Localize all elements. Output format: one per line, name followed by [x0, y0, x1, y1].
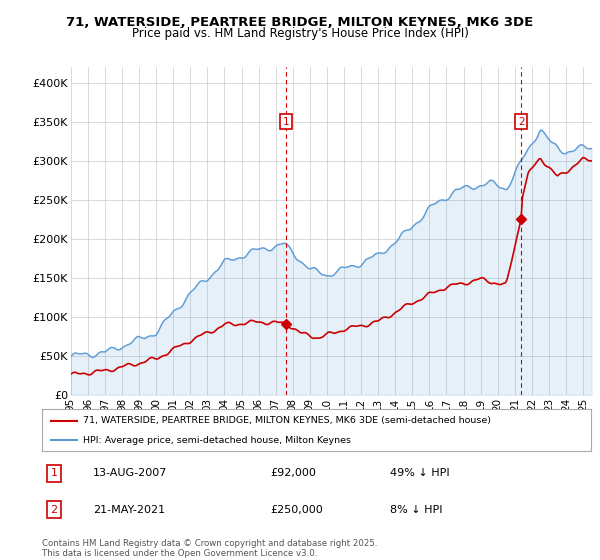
Text: 71, WATERSIDE, PEARTREE BRIDGE, MILTON KEYNES, MK6 3DE (semi-detached house): 71, WATERSIDE, PEARTREE BRIDGE, MILTON K…	[83, 416, 491, 425]
Text: 1: 1	[50, 468, 58, 478]
Text: 71, WATERSIDE, PEARTREE BRIDGE, MILTON KEYNES, MK6 3DE: 71, WATERSIDE, PEARTREE BRIDGE, MILTON K…	[67, 16, 533, 29]
Text: 8% ↓ HPI: 8% ↓ HPI	[390, 505, 443, 515]
Text: 1: 1	[283, 117, 290, 127]
Text: 13-AUG-2007: 13-AUG-2007	[93, 468, 167, 478]
Text: £92,000: £92,000	[270, 468, 316, 478]
Text: HPI: Average price, semi-detached house, Milton Keynes: HPI: Average price, semi-detached house,…	[83, 436, 351, 445]
Text: 2: 2	[50, 505, 58, 515]
Text: 49% ↓ HPI: 49% ↓ HPI	[390, 468, 449, 478]
Text: £250,000: £250,000	[270, 505, 323, 515]
Text: Contains HM Land Registry data © Crown copyright and database right 2025.
This d: Contains HM Land Registry data © Crown c…	[42, 539, 377, 558]
Text: 2: 2	[518, 117, 524, 127]
Text: Price paid vs. HM Land Registry's House Price Index (HPI): Price paid vs. HM Land Registry's House …	[131, 27, 469, 40]
Text: 21-MAY-2021: 21-MAY-2021	[93, 505, 165, 515]
